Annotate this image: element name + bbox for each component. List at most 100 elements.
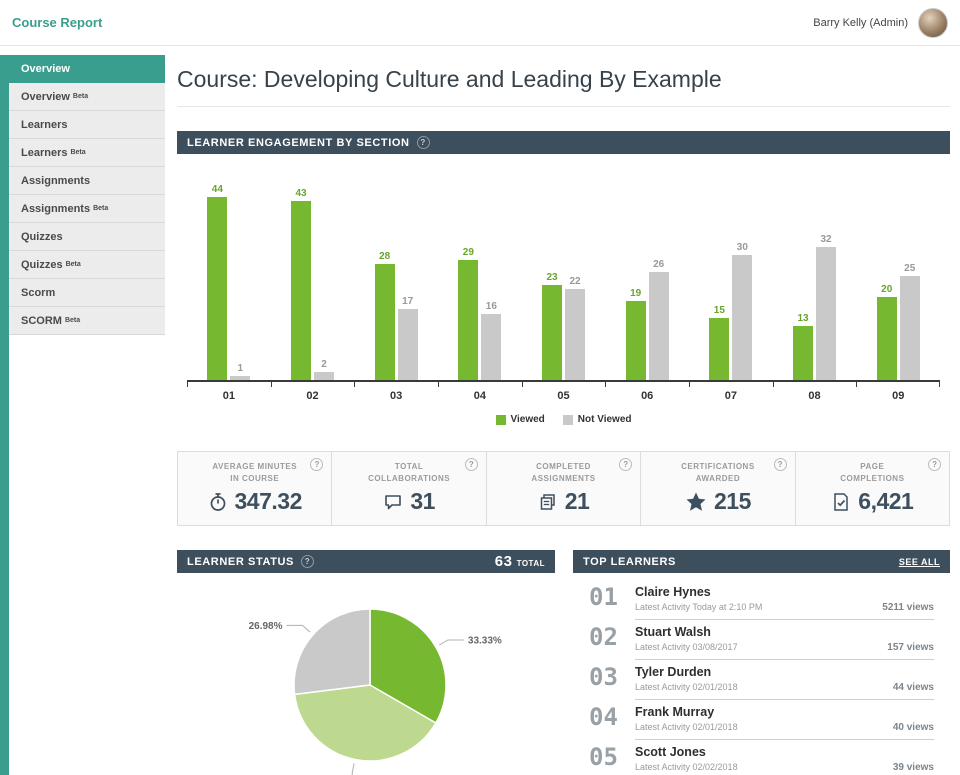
learner-views: 157 views	[887, 642, 934, 653]
bar-not-viewed[interactable]	[314, 371, 334, 380]
legend-item-viewed[interactable]: Viewed	[495, 414, 545, 425]
sidebar-item-label: Overview	[21, 62, 70, 75]
top-learner-row[interactable]: 04 Frank Murray Latest Activity 02/01/2018…	[589, 700, 934, 740]
pie-leader-line	[286, 624, 311, 633]
pie-slice[interactable]	[293, 608, 371, 696]
bar-value-label: 30	[736, 242, 748, 254]
app-title: Course Report	[12, 15, 103, 30]
help-icon[interactable]: ?	[301, 555, 314, 568]
bar-not-viewed[interactable]	[230, 375, 251, 380]
stat-completed-assignments: ? COMPLETED ASSIGNMENTS 21	[487, 452, 642, 525]
help-icon[interactable]: ?	[928, 458, 942, 471]
bar-value-label: 32	[820, 234, 832, 246]
sidebar-item-label: Learners	[21, 118, 68, 131]
sidebar-item-label: Quizzes	[21, 258, 63, 271]
learner-views: 39 views	[892, 762, 934, 773]
stopwatch-icon	[208, 492, 228, 512]
top-learner-row[interactable]: 01 Claire Hynes Latest Activity Today at 2…	[589, 580, 934, 620]
stat-label: TOTAL COLLABORATIONS	[368, 462, 451, 483]
legend-item-not-viewed[interactable]: Not Viewed	[562, 414, 632, 425]
bar-group: 19 26	[605, 184, 689, 380]
bar-viewed[interactable]	[291, 201, 311, 380]
see-all-link[interactable]: SEE ALL	[898, 556, 940, 567]
pie-slice[interactable]	[369, 608, 447, 725]
engagement-panel: LEARNER ENGAGEMENT BY SECTION ? 44 1 43 2 28…	[177, 131, 950, 425]
bar-not-viewed[interactable]	[481, 313, 502, 380]
sidebar-item-learners[interactable]: Learners	[9, 111, 165, 139]
axis-category-label: 06	[605, 382, 689, 402]
top-learner-row[interactable]: 05 Scott Jones Latest Activity 02/02/2018 3…	[589, 740, 934, 775]
top-learners-panel: TOP LEARNERS SEE ALL 01 Claire Hynes Lates…	[573, 550, 950, 775]
bar-group: 44 1	[187, 184, 271, 380]
bar-value-label: 23	[546, 271, 558, 283]
help-icon[interactable]: ?	[464, 458, 478, 471]
sidebar-item-assignments[interactable]: Assignments	[9, 167, 165, 195]
top-learner-row[interactable]: 03 Tyler Durden Latest Activity 02/01/2018…	[589, 660, 934, 700]
bar-not-viewed[interactable]	[648, 272, 669, 380]
bar-value-label: 29	[462, 246, 474, 258]
rank-number: 05	[589, 743, 618, 771]
axis-category-label: 03	[354, 382, 438, 402]
pie-leader-line	[351, 763, 355, 775]
top-learners-header: TOP LEARNERS SEE ALL	[573, 550, 950, 573]
bar-viewed[interactable]	[709, 317, 730, 380]
user-menu[interactable]: Barry Kelly (Admin)	[813, 7, 948, 38]
bar-not-viewed[interactable]	[816, 247, 837, 380]
sidebar-item-overview[interactable]: Overview	[9, 55, 165, 83]
legend-label: Viewed	[510, 414, 545, 425]
sidebar-item-assignments-beta[interactable]: Assignments Beta	[9, 195, 165, 223]
app-header: Course Report Barry Kelly (Admin)	[0, 0, 960, 46]
sidebar-item-quizzes[interactable]: Quizzes	[9, 223, 165, 251]
bottom-panels: LEARNER STATUS ? 63 TOTAL 33.33% 26.98% T…	[177, 550, 950, 775]
axis-category-label: 04	[438, 382, 522, 402]
top-learner-row[interactable]: 02 Stuart Walsh Latest Activity 03/08/2017…	[589, 620, 934, 660]
bar-chart-x-axis: 01 02 03 04 05 06 07 08 09	[187, 382, 940, 402]
stat-label: AVERAGE MINUTES IN COURSE	[212, 462, 298, 483]
bar-value-label: 43	[295, 188, 307, 200]
bar-not-viewed[interactable]	[565, 288, 586, 380]
bar-viewed[interactable]	[374, 263, 395, 380]
avatar[interactable]	[918, 7, 948, 38]
pie-chart: 33.33% 26.98%	[249, 608, 502, 775]
stat-value: 215	[713, 488, 751, 514]
learner-name: Claire Hynes	[635, 585, 711, 599]
bar-not-viewed[interactable]	[899, 276, 920, 380]
axis-category-label: 02	[270, 382, 355, 402]
page-title: Course: Developing Culture and Leading B…	[177, 66, 950, 107]
beta-tag: Beta	[70, 149, 86, 156]
learner-activity: Latest Activity 02/01/2018	[635, 722, 738, 732]
sidebar-item-overview-beta[interactable]: Overview Beta	[9, 83, 165, 111]
sidebar-accent-rail	[0, 55, 9, 775]
stat-label: PAGE COMPLETIONS	[840, 462, 905, 483]
bar-viewed[interactable]	[458, 259, 479, 380]
star-icon	[685, 491, 707, 513]
learner-name: Stuart Walsh	[635, 625, 711, 639]
bar-viewed[interactable]	[793, 326, 814, 380]
axis-category-label: 09	[856, 382, 940, 402]
help-icon[interactable]: ?	[416, 136, 430, 149]
bar-viewed[interactable]	[207, 197, 228, 380]
help-icon[interactable]: ?	[619, 458, 633, 471]
rank-number: 04	[589, 703, 618, 731]
pie-percentage-label: 33.33%	[468, 636, 502, 647]
learner-name: Frank Murray	[635, 705, 715, 719]
sidebar-item-scorm[interactable]: Scorm	[9, 279, 165, 307]
bar-viewed[interactable]	[625, 301, 646, 380]
pie-slice[interactable]	[293, 684, 437, 762]
beta-tag: Beta	[65, 261, 81, 268]
help-icon[interactable]: ?	[310, 458, 324, 471]
bar-not-viewed[interactable]	[732, 255, 753, 380]
sidebar-item-learners-beta[interactable]: Learners Beta	[9, 139, 165, 167]
total-count: 63 TOTAL	[495, 553, 545, 570]
stats-row: ? AVERAGE MINUTES IN COURSE 347.32? TOTAL COL…	[177, 451, 950, 526]
bar-not-viewed[interactable]	[397, 309, 418, 380]
page-check-icon	[831, 492, 851, 512]
legend-swatch	[562, 414, 573, 425]
bar-value-label: 16	[485, 300, 497, 312]
axis-category-label: 05	[521, 382, 606, 402]
sidebar-item-scorm-beta[interactable]: SCORM Beta	[9, 307, 165, 335]
help-icon[interactable]: ?	[773, 458, 787, 471]
sidebar-item-quizzes-beta[interactable]: Quizzes Beta	[9, 251, 165, 279]
bar-viewed[interactable]	[876, 296, 897, 380]
bar-viewed[interactable]	[542, 284, 563, 380]
